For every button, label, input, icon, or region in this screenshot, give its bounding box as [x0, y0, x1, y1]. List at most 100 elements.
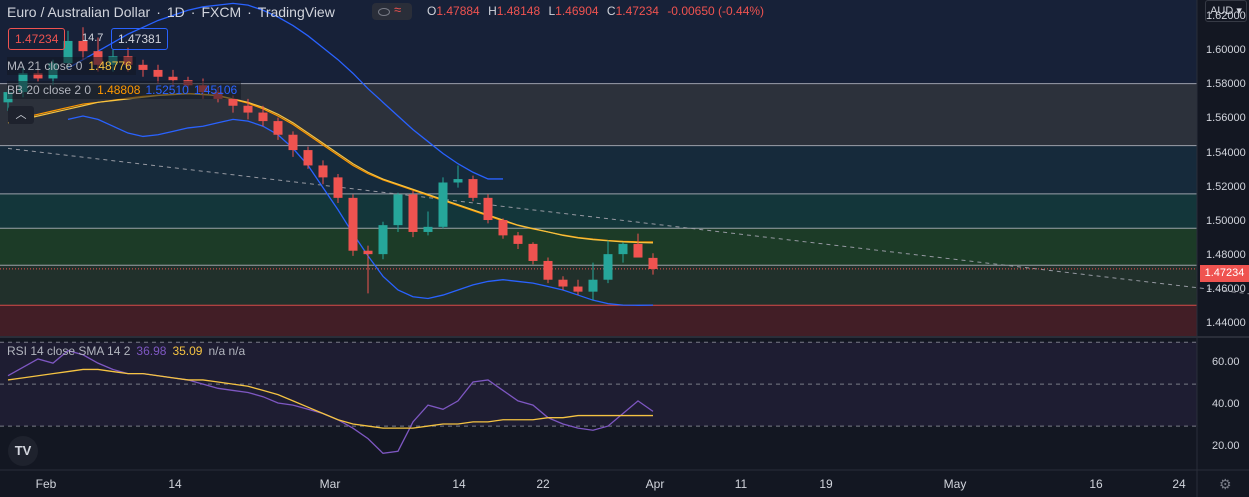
bb-basis-value: 1.48808	[97, 83, 141, 97]
currency-label: AUD	[1210, 5, 1234, 17]
time-tick-label: 14	[168, 477, 182, 491]
gear-icon[interactable]: ⚙	[1219, 476, 1232, 492]
bb-lower-line	[67, 115, 654, 306]
ma-label: MA 21 close 0	[7, 59, 83, 73]
bb-legend[interactable]: BB 20 close 2 0 1.48808 1.52510 1.45106	[7, 81, 242, 99]
price-zone-2	[0, 193, 1197, 229]
price-tick-label: 1.46000	[1206, 282, 1246, 295]
rsi-legend[interactable]: RSI 14 close SMA 14 2 36.98 35.09 n/a n/a	[7, 344, 245, 358]
close-label: C	[606, 4, 616, 18]
candle-body	[528, 243, 538, 261]
candle-body	[318, 165, 328, 178]
symbol-name[interactable]: Euro / Australian Dollar	[7, 4, 151, 20]
candle-body	[588, 279, 598, 292]
low-value: 1.46904	[555, 4, 599, 18]
close-value: 1.47234	[615, 4, 659, 18]
time-tick-label: Apr	[645, 477, 665, 491]
candle-body	[483, 197, 493, 221]
bb-lower-value: 1.45106	[193, 83, 238, 97]
separator-dot: ·	[156, 4, 161, 20]
price-tick-label: 1.60000	[1206, 44, 1246, 57]
candle-body	[468, 179, 478, 198]
candle-body	[618, 243, 628, 255]
high-value: 1.48148	[496, 4, 541, 18]
candle-body	[303, 150, 313, 166]
time-tick-label: Feb	[35, 477, 57, 491]
tradingview-logo[interactable]: TV	[8, 436, 38, 466]
price-zone-3	[0, 228, 1197, 266]
candle-body	[243, 105, 253, 113]
wave-icon: ≈	[394, 2, 402, 17]
price-tick-label: 1.56000	[1206, 112, 1246, 125]
ma-legend[interactable]: MA 21 close 0 1.48776	[7, 57, 136, 75]
ma-value: 1.48776	[88, 59, 132, 73]
bb-label: BB 20 close 2 0	[7, 83, 92, 97]
candle-body	[423, 226, 433, 232]
rsi-band	[0, 342, 1197, 427]
time-tick-label: 24	[1172, 477, 1186, 491]
open-label: O	[427, 4, 437, 18]
collapse-legend-button[interactable]: ︿	[8, 106, 34, 124]
candle-body	[558, 279, 568, 287]
chevron-down-icon: ▾	[1236, 5, 1242, 17]
sell-price-button[interactable]: 1.47234	[8, 28, 66, 50]
price-tick-label: 1.62000	[1206, 10, 1246, 23]
candle-body	[393, 194, 403, 226]
low-label: L	[548, 4, 556, 18]
chevron-up-icon: ︿	[15, 109, 27, 121]
candle-body	[333, 177, 343, 198]
rsi-label: RSI 14 close SMA 14 2	[7, 344, 131, 358]
candle-body	[228, 98, 238, 106]
candle-body	[288, 134, 298, 151]
candle-body	[153, 69, 163, 77]
rsi-tick-label: 20.00	[1212, 440, 1240, 453]
separator-dot: ·	[247, 4, 252, 20]
candle-body	[408, 194, 418, 232]
candle-body	[168, 76, 178, 81]
candle-body	[78, 40, 88, 52]
candle-body	[603, 254, 613, 280]
time-tick-label: 11	[734, 477, 748, 491]
rsi-tick-label: 40.00	[1212, 398, 1240, 411]
currency-badge[interactable]: AUD ▾	[1205, 0, 1247, 22]
time-tick-label: 22	[536, 477, 550, 491]
rsi-sma-line	[7, 368, 653, 429]
time-tick-label: 19	[819, 477, 833, 491]
rsi-sma-value: 35.09	[172, 344, 203, 358]
candle-body	[453, 179, 463, 183]
last-price-label: 1.47234	[1200, 265, 1249, 282]
open-value: 1.47884	[436, 4, 480, 18]
buy-price-button[interactable]: 1.47381	[111, 28, 169, 50]
ma21-line	[7, 93, 654, 244]
price-tick-label: 1.54000	[1206, 146, 1246, 159]
price-zone-4	[0, 265, 1197, 306]
rsi-tick-label: 60.00	[1212, 356, 1240, 369]
price-tick-label: 1.52000	[1206, 180, 1246, 193]
high-label: H	[488, 4, 497, 18]
exchange-label: FXCM	[201, 4, 242, 20]
bb-upper-value: 1.52510	[145, 83, 189, 97]
candle-body	[438, 182, 448, 227]
price-tick-label: 1.58000	[1206, 78, 1246, 91]
candle-body	[573, 286, 583, 292]
candle-body	[498, 220, 508, 236]
candle-body	[378, 225, 388, 255]
time-tick-label: Mar	[319, 477, 341, 491]
candle-body	[363, 250, 373, 255]
visibility-toggle[interactable]: ≈	[372, 2, 412, 20]
rsi-value: 36.98	[136, 344, 167, 358]
price-tick-label: 1.48000	[1206, 248, 1246, 261]
time-tick-label: 14	[452, 477, 466, 491]
eye-icon	[378, 8, 390, 16]
candle-body	[63, 40, 73, 64]
candle-body	[348, 197, 358, 251]
trendline	[7, 147, 1249, 295]
spread-label: 14.7	[82, 32, 104, 44]
chart-header: Euro / Australian Dollar · 1D · FXCM · T…	[7, 2, 341, 22]
separator-dot: ·	[190, 4, 196, 20]
candle-body	[258, 112, 268, 122]
interval-label[interactable]: 1D	[166, 4, 185, 20]
time-tick-label: 16	[1089, 477, 1103, 491]
price-tick-label: 1.44000	[1206, 317, 1246, 330]
